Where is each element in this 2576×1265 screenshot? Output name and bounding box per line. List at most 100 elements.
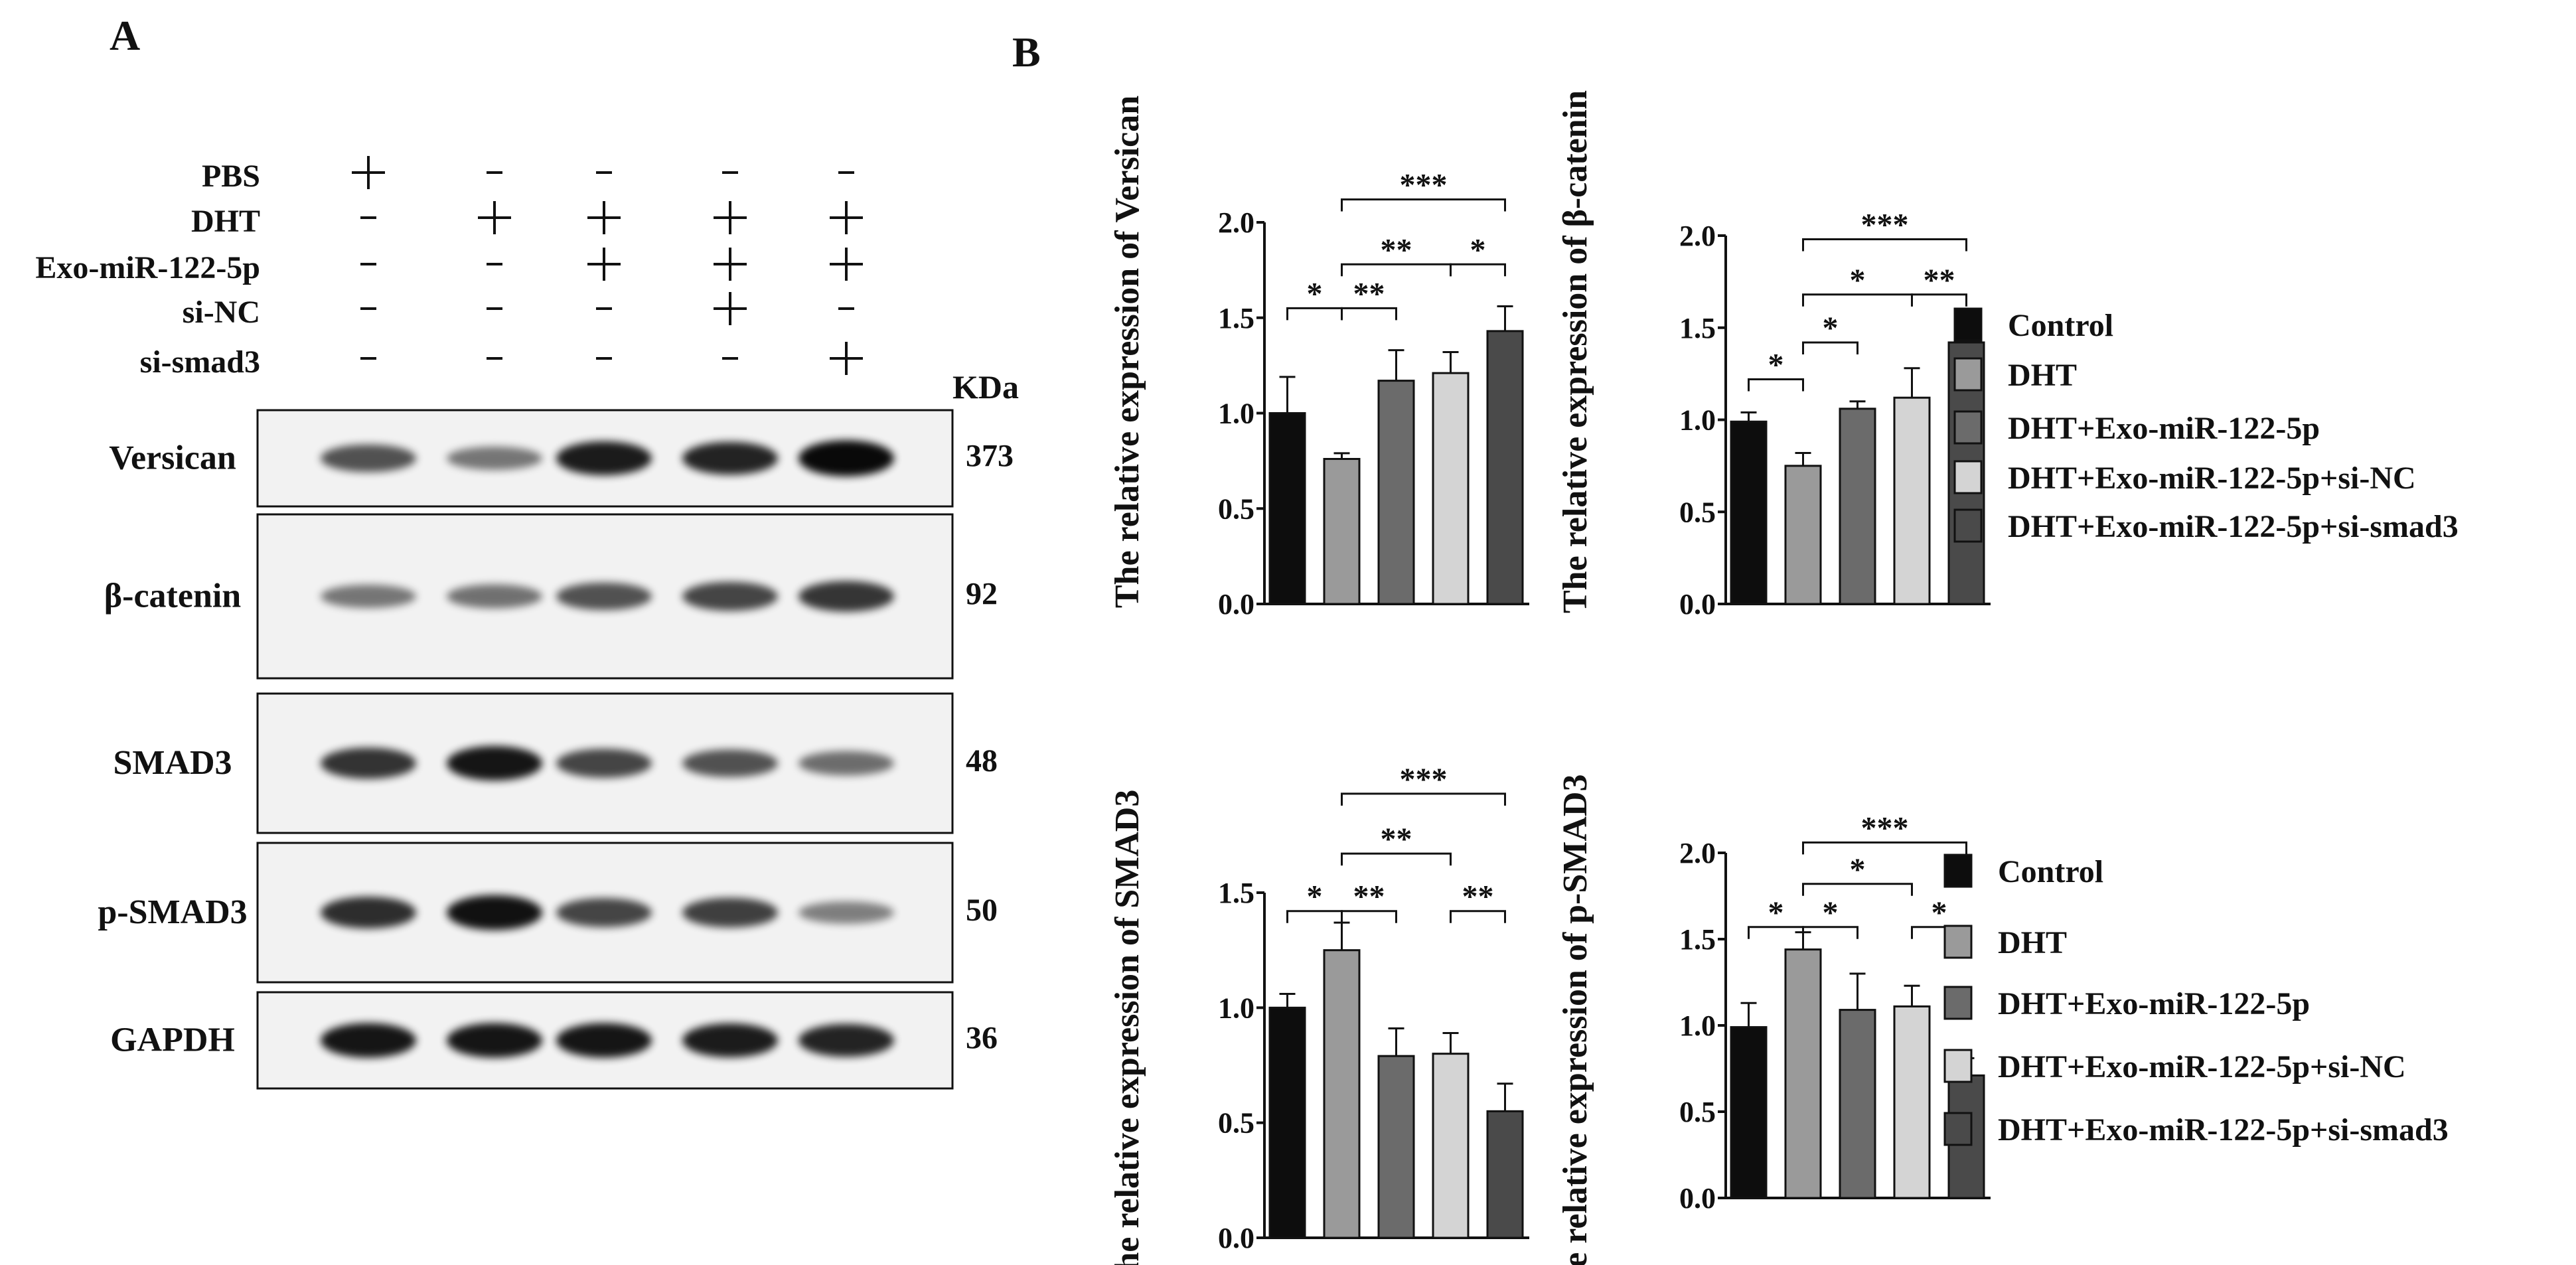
legend-label: DHT (2008, 358, 2077, 393)
treatment-table: PBS DHT Exo-miR-122-5p si-NC si-smad3 (35, 156, 863, 380)
bar-chart: 0.0 0.5 1.0 1.5 2.0 The relative expression o… (1556, 775, 1991, 1265)
protein-band (798, 751, 894, 776)
significance-bracket (1911, 293, 1967, 307)
protein-band (321, 897, 416, 929)
y-tick-label: 0.5 (1218, 492, 1254, 525)
significance-bracket (1802, 238, 1967, 252)
significance-label: ** (1353, 276, 1385, 311)
panel-a-label: A (110, 12, 140, 59)
plus-sign (587, 248, 621, 281)
bar (1893, 396, 1931, 605)
legend-label: Control (1998, 854, 2103, 889)
significance-label: ** (1381, 822, 1412, 857)
significance-label: * (1470, 232, 1486, 267)
plus-sign (830, 342, 863, 375)
bar (1323, 949, 1361, 1239)
y-tick-label: 0.5 (1218, 1107, 1254, 1140)
kda-value: 50 (966, 893, 998, 928)
protein-band (447, 446, 542, 471)
treatment-label: DHT (191, 204, 260, 239)
y-axis-label: The relative expression of β-catenin (1556, 90, 1594, 613)
legend-swatch (1953, 460, 1983, 494)
y-tick-label: 1.0 (1218, 398, 1254, 430)
blot-row: Versican 373 (109, 409, 1014, 508)
legend-label: DHT+Exo-miR-122-5p (1998, 986, 2310, 1021)
bar-chart: 0.0 0.5 1.0 1.5 The relative expression of S… (1108, 762, 1529, 1265)
blot-row: β-catenin 92 (104, 513, 998, 680)
significance-label: ** (1462, 879, 1494, 915)
significance-label: *** (1861, 810, 1909, 846)
significance-label: *** (1400, 168, 1448, 203)
y-tick-label: 1.5 (1679, 312, 1716, 344)
bar (1839, 408, 1876, 605)
significance-label: ** (1924, 263, 1955, 298)
kda-value: 36 (966, 1021, 998, 1056)
protein-band (556, 898, 652, 927)
plus-sign (830, 201, 863, 234)
protein-band (447, 895, 542, 930)
legend-label: DHT+Exo-miR-122-5p+si-smad3 (1998, 1112, 2449, 1148)
legend-swatch (1953, 307, 1983, 342)
y-axis-label: The relative expression of p-SMAD3 (1556, 775, 1594, 1265)
blot-row-label: p-SMAD3 (98, 893, 247, 931)
legend-label: DHT (1998, 925, 2067, 960)
y-tick-label: 2.0 (1679, 837, 1716, 869)
protein-band (556, 582, 652, 611)
bar (1730, 420, 1768, 605)
bar (1784, 465, 1822, 605)
significance-label: *** (1861, 208, 1909, 243)
y-tick-label: 0.0 (1679, 588, 1716, 621)
significance-bracket (1341, 198, 1506, 212)
bar (1432, 1053, 1470, 1239)
bar-chart: 0.0 0.5 1.0 1.5 2.0 The relative expression o… (1556, 90, 1991, 621)
treatment-label: si-smad3 (140, 344, 260, 380)
kda-header: KDa (952, 368, 1019, 406)
y-tick-label: 2.0 (1679, 220, 1716, 252)
bar (1486, 1110, 1524, 1239)
bar-charts: 0.0 0.5 1.0 1.5 2.0 The relative expression o… (1108, 90, 1991, 1265)
plus-sign (714, 248, 747, 281)
significance-bracket (1341, 910, 1397, 923)
bar (1377, 1055, 1415, 1239)
y-tick-label: 0.5 (1679, 1096, 1716, 1128)
significance-bracket (1450, 910, 1506, 923)
panel-b-label: B (1012, 29, 1041, 76)
bar (1377, 380, 1415, 605)
significance-bracket (1802, 841, 1967, 855)
protein-band (321, 1023, 416, 1058)
legend-swatch (1953, 410, 1983, 445)
legend-label: DHT+Exo-miR-122-5p (2008, 411, 2320, 446)
blot-row-label: Versican (109, 439, 236, 477)
significance-bracket (1450, 263, 1506, 277)
legend-swatch (1943, 986, 1973, 1020)
significance-bracket (1802, 926, 1858, 939)
y-tick-label: 1.5 (1218, 877, 1254, 909)
legend-swatch (1943, 1049, 1973, 1083)
blot-row: SMAD3 48 (113, 692, 998, 834)
significance-bracket (1802, 341, 1858, 354)
protein-band (682, 441, 778, 475)
plus-sign (714, 292, 747, 325)
significance-label: * (1932, 895, 1947, 930)
protein-band (682, 749, 778, 777)
legend-swatch (1943, 1112, 1973, 1146)
protein-band (798, 901, 894, 924)
y-axis-label: The relative expression of Versican (1108, 96, 1146, 608)
significance-label: * (1850, 263, 1866, 298)
y-tick-label: 0.0 (1679, 1182, 1716, 1215)
blot-row: GAPDH 36 (110, 991, 998, 1090)
significance-bracket (1341, 792, 1506, 806)
y-tick-label: 0.0 (1218, 1222, 1254, 1254)
protein-band (798, 440, 894, 477)
significance-bracket (1341, 852, 1452, 866)
significance-label: ** (1381, 232, 1412, 267)
legend-swatch (1953, 508, 1983, 543)
legend-label: Control (2008, 308, 2113, 343)
significance-label: * (1823, 895, 1839, 930)
treatment-label: si-NC (183, 295, 260, 330)
y-tick-label: 1.0 (1218, 992, 1254, 1024)
y-axis-label: The relative expression of SMAD3 (1108, 790, 1146, 1265)
bar (1323, 458, 1361, 605)
protein-band (556, 1023, 652, 1058)
